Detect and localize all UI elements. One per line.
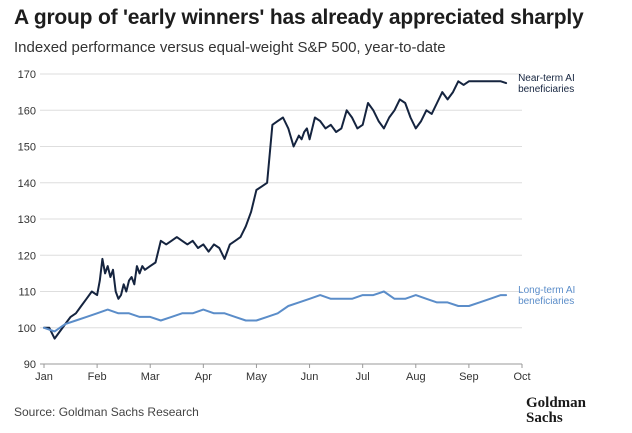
x-tick-label: Jul — [356, 371, 370, 383]
source-note: Source: Goldman Sachs Research — [14, 405, 199, 419]
x-tick-label: Feb — [88, 371, 107, 383]
y-tick-label: 160 — [18, 105, 36, 117]
series-label: Long-term AI beneficiaries — [518, 285, 575, 307]
x-tick-label: May — [246, 371, 267, 383]
series-labels: Near-term AI beneficiaries Long-term AI ben… — [518, 73, 575, 307]
x-tick-label: Apr — [195, 371, 212, 383]
y-tick-label: 100 — [18, 323, 36, 335]
series-line-near-term — [43, 80, 508, 340]
x-tick-label: Jun — [301, 371, 319, 383]
y-tick-label: 90 — [24, 359, 36, 371]
chart-subtitle: Indexed performance versus equal-weight … — [14, 39, 446, 56]
goldman-sachs-logo: Goldman Sachs — [526, 396, 586, 426]
logo-line-2: Sachs — [526, 410, 563, 426]
y-tick-label: 170 — [18, 69, 36, 81]
x-tick-label: Jan — [35, 371, 53, 383]
x-tick-label: Aug — [406, 371, 426, 383]
x-axis: Jan Feb Mar Apr May Jun Jul Aug Sep Oct — [35, 364, 531, 383]
x-tick-label: Sep — [459, 371, 479, 383]
y-axis: 90 100 110 120 130 140 150 160 170 — [18, 69, 36, 371]
series-line-long-term — [43, 290, 508, 333]
logo-line-1: Goldman — [526, 395, 587, 411]
x-tick-label: Mar — [141, 371, 160, 383]
y-tick-label: 130 — [18, 214, 36, 226]
series-label: Near-term AI beneficiaries — [518, 73, 575, 95]
y-tick-label: 150 — [18, 142, 36, 154]
x-tick-label: Oct — [513, 371, 530, 383]
chart-title: A group of 'early winners' has already a… — [14, 6, 584, 29]
y-tick-label: 110 — [18, 287, 36, 299]
grid-lines — [40, 73, 522, 365]
y-tick-label: 140 — [18, 178, 36, 190]
y-tick-label: 120 — [18, 250, 36, 262]
series-lines — [43, 80, 508, 340]
